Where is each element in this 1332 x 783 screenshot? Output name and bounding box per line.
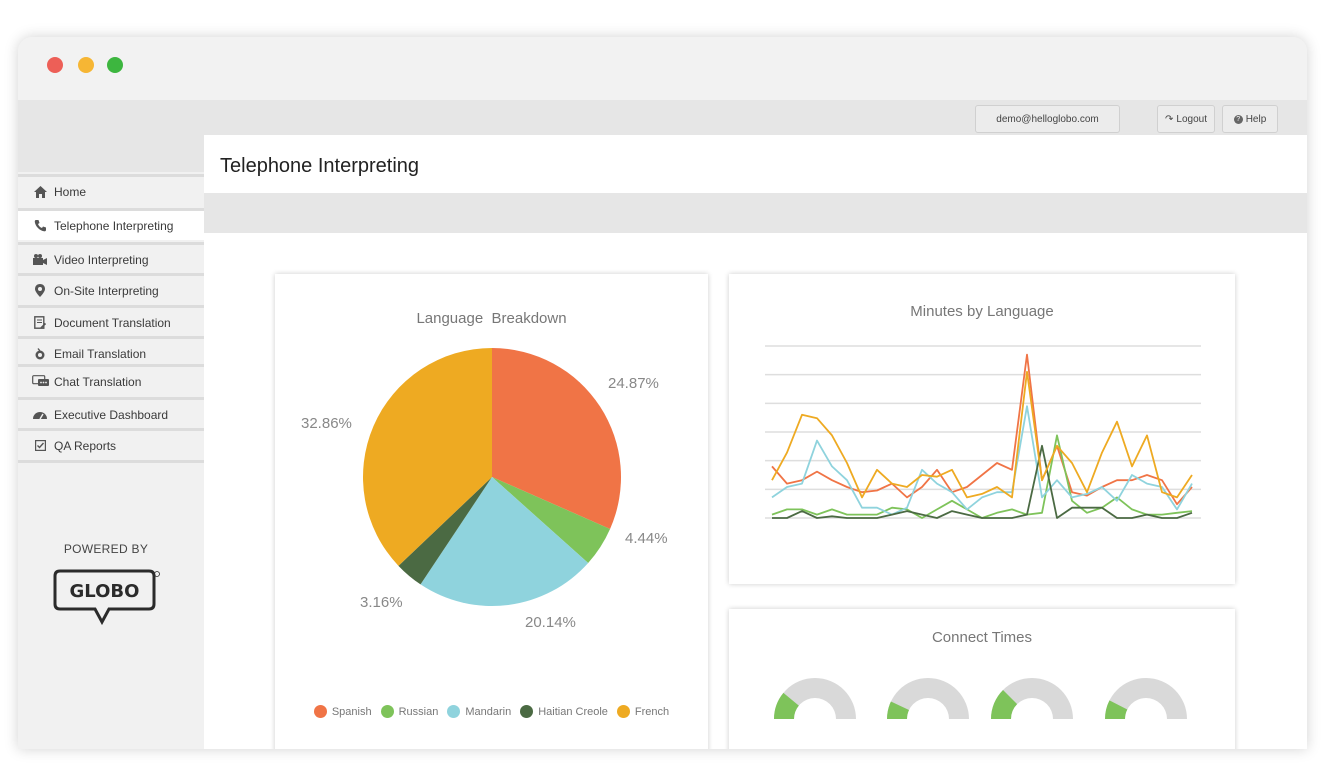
dashboard-content: Language Breakdown 24.87% 4.44% 20.14% 3… [204, 233, 1307, 749]
page-header: Telephone Interpreting [204, 135, 1307, 193]
legend-item-haitian-creole: Haitian Creole [520, 705, 608, 718]
powered-by-label: POWERED BY [63, 542, 149, 556]
help-button[interactable]: ? Help [1222, 105, 1278, 133]
phone-icon [33, 219, 47, 233]
legend-label: French [634, 705, 670, 718]
pie-label-russian: 4.44% [625, 530, 668, 547]
sub-toolbar [204, 193, 1307, 233]
sidebar-item-qa-reports[interactable]: QA Reports [18, 428, 204, 460]
home-icon [33, 185, 47, 199]
minimize-window-button[interactable] [78, 57, 94, 73]
pie-label-mandarin: 20.14% [525, 614, 576, 631]
sidebar-item-label: QA Reports [54, 438, 117, 453]
line-series-russian [771, 434, 1193, 519]
close-window-button[interactable] [47, 57, 63, 73]
sidebar-item-label: On-Site Interpreting [54, 283, 159, 298]
pie-legend: Spanish Russian Mandarin Haitian Creole … [275, 705, 708, 718]
page-title: Telephone Interpreting [220, 155, 420, 177]
line-series-spanish [771, 353, 1193, 506]
gauge-fill [1105, 700, 1128, 719]
sidebar-item-label: Home [54, 184, 87, 199]
language-breakdown-title: Language Breakdown [416, 310, 567, 327]
sidebar-item-video-interpreting[interactable]: Video Interpreting [18, 242, 204, 274]
globo-logo: GLOBO [47, 568, 163, 639]
legend-swatch [313, 705, 327, 718]
legend-swatch [520, 705, 534, 718]
pie-label-french: 32.86% [301, 415, 352, 432]
pie-slice-haitian-creole [398, 477, 492, 585]
main-panel: Telephone Interpreting Language Breakdow… [204, 135, 1307, 749]
browser-window: demo@helloglobo.com ↷ Logout ? Help Home… [18, 37, 1307, 749]
help-label: Help [1245, 113, 1267, 125]
minutes-by-language-card: Minutes by Language [729, 274, 1235, 584]
legend-swatch [380, 705, 394, 718]
legend-item-french: French [616, 705, 670, 718]
pie-slice-russian [492, 477, 611, 564]
pie-slice-spanish [492, 348, 621, 529]
chat-icon [32, 375, 50, 389]
globo-logo-text: GLOBO [70, 581, 140, 602]
logout-button[interactable]: ↷ Logout [1157, 105, 1215, 133]
legend-swatch [447, 705, 461, 718]
sidebar-item-label: Telephone Interpreting [54, 218, 174, 233]
dashboard-gauge-icon [33, 408, 47, 422]
sidebar: Home Telephone Interpreting Video Interp… [18, 172, 204, 749]
minutes-by-language-title: Minutes by Language [910, 303, 1054, 320]
sidebar-item-chat-translation[interactable]: Chat Translation [18, 364, 204, 396]
window-titlebar [18, 37, 1307, 100]
line-series-mandarin [771, 405, 1193, 516]
email-icon [33, 347, 47, 361]
legend-label: Spanish [331, 705, 372, 718]
pie-slice-mandarin [420, 477, 589, 606]
legend-item-mandarin: Mandarin [447, 705, 511, 718]
sidebar-item-executive-dashboard[interactable]: Executive Dashboard [18, 397, 204, 429]
sidebar-item-label: Email Translation [54, 346, 147, 361]
sidebar-item-label: Chat Translation [54, 374, 142, 389]
line-series-french [771, 370, 1193, 499]
connect-times-gauges [774, 678, 1187, 719]
pie-label-spanish: 24.87% [608, 375, 659, 392]
legend-item-spanish: Spanish [313, 705, 372, 718]
gauge-track [887, 678, 969, 719]
legend-label: Haitian Creole [538, 705, 608, 718]
document-edit-icon [33, 316, 47, 330]
sidebar-item-label: Document Translation [54, 315, 171, 330]
language-breakdown-card: Language Breakdown 24.87% 4.44% 20.14% 3… [275, 274, 708, 749]
maximize-window-button[interactable] [107, 57, 123, 73]
sidebar-divider [18, 460, 204, 463]
sidebar-item-home[interactable]: Home [18, 174, 204, 206]
legend-swatch [616, 705, 630, 718]
sidebar-item-label: Video Interpreting [54, 252, 149, 267]
connect-times-card: Connect Times [729, 609, 1235, 749]
sidebar-item-email-translation[interactable]: Email Translation [18, 336, 204, 368]
language-breakdown-pie-chart [363, 348, 621, 606]
sidebar-item-on-site-interpreting[interactable]: On-Site Interpreting [18, 273, 204, 305]
sidebar-item-telephone-interpreting[interactable]: Telephone Interpreting [18, 208, 204, 240]
gauge-fill [887, 701, 909, 719]
map-pin-icon [33, 284, 47, 298]
line-series-haitian-creole [772, 444, 1193, 519]
legend-label: Mandarin [465, 705, 512, 718]
sidebar-item-label: Executive Dashboard [54, 407, 169, 422]
legend-item-russian: Russian [380, 705, 439, 718]
gauge-fill [774, 692, 799, 719]
pie-slice-french [363, 348, 492, 566]
checkbox-icon [33, 439, 47, 453]
user-email-display: demo@helloglobo.com [975, 105, 1120, 133]
pie-label-haitian-creole: 3.16% [360, 594, 403, 611]
logout-label: Logout [1176, 113, 1207, 125]
connect-times-title: Connect Times [931, 629, 1033, 646]
gauge-fill [991, 690, 1018, 719]
user-email: demo@helloglobo.com [996, 113, 1099, 125]
legend-label: Russian [398, 705, 439, 718]
logout-icon: ↷ [1165, 113, 1174, 125]
video-camera-icon [33, 253, 47, 267]
minutes-by-language-line-chart [765, 345, 1201, 519]
help-icon: ? [1233, 114, 1243, 124]
sidebar-item-document-translation[interactable]: Document Translation [18, 305, 204, 337]
